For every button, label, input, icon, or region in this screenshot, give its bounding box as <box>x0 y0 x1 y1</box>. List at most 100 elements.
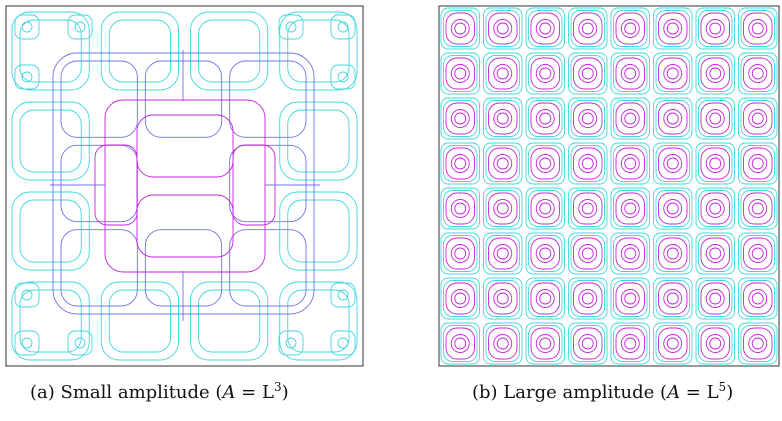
contour-cell <box>440 7 480 50</box>
contour-ring <box>21 21 33 33</box>
contour-ring <box>535 289 555 308</box>
contour-cell <box>610 97 650 140</box>
contour-cell <box>698 55 733 92</box>
contour-ring <box>578 289 598 308</box>
contour-cell <box>440 232 480 275</box>
contour-cell <box>615 327 645 360</box>
contour-cell <box>738 52 778 95</box>
contour-cell <box>613 280 648 317</box>
contour-ring <box>496 22 509 35</box>
contour-cell <box>443 190 478 227</box>
contour-cell <box>700 327 730 360</box>
contour-cell <box>330 64 356 90</box>
contour-ring <box>751 157 764 170</box>
contour-cell <box>52 52 315 315</box>
contour-cell <box>485 235 520 272</box>
contour-cell <box>698 100 733 137</box>
contour-cell <box>573 327 603 360</box>
contour-cell <box>613 55 648 92</box>
contour-cell <box>573 147 603 180</box>
contour-ring <box>751 202 764 215</box>
contour-cell <box>525 187 565 230</box>
contour-cell <box>530 327 560 360</box>
contour-cell <box>743 327 773 360</box>
contour-ring <box>493 19 513 38</box>
contour-cell <box>738 7 778 50</box>
contour-ring <box>663 109 683 128</box>
caption-b: (b) Large amplitude (A = L5) <box>472 380 734 403</box>
contour-cell <box>445 327 475 360</box>
contour-ring <box>709 112 722 125</box>
contour-cell <box>700 57 730 90</box>
contour-cell <box>287 199 350 263</box>
contour-ring <box>709 292 722 305</box>
contour-cell <box>67 330 93 356</box>
contour-ring <box>496 112 509 125</box>
contour-cell <box>440 97 480 140</box>
contour-cell <box>740 145 775 182</box>
contour-cell <box>658 327 688 360</box>
contour-cell <box>287 19 350 83</box>
contour-cell <box>743 102 773 135</box>
contour-cell <box>653 7 693 50</box>
contour-cell <box>570 100 605 137</box>
contour-cell <box>573 282 603 315</box>
contour-ring <box>620 64 640 83</box>
contour-ring <box>535 334 555 353</box>
contour-cell <box>613 10 648 47</box>
contour-ring <box>663 199 683 218</box>
contour-cell <box>525 7 565 50</box>
contour-ring <box>539 337 552 350</box>
contour-cell <box>653 142 693 185</box>
contour-cell <box>530 282 560 315</box>
contour-cell <box>655 190 690 227</box>
contour-ring <box>496 202 509 215</box>
contour-cell <box>655 10 690 47</box>
contour-cell <box>14 14 40 40</box>
contour-cell <box>695 142 735 185</box>
contour-cell <box>658 57 688 90</box>
contour-ring <box>620 154 640 173</box>
contour-cell <box>287 289 350 353</box>
contour-ring <box>581 247 594 260</box>
contour-cell <box>440 52 480 95</box>
contour-cell <box>525 277 565 320</box>
figure-a <box>5 5 365 367</box>
contour-cell <box>698 10 733 47</box>
contour-cell <box>483 277 523 320</box>
contour-cell <box>738 142 778 185</box>
contour-ring <box>493 334 513 353</box>
contour-ring <box>748 199 768 218</box>
contour-cell <box>483 322 523 365</box>
contour-ring <box>666 112 679 125</box>
contour-cell <box>279 101 358 181</box>
contour-cell <box>698 145 733 182</box>
contour-cell <box>573 12 603 45</box>
contour-ring <box>620 289 640 308</box>
contour-cell <box>568 7 608 50</box>
contour-plot-a <box>5 5 364 367</box>
contour-ring <box>493 244 513 263</box>
contour-ring <box>666 247 679 260</box>
contour-cell <box>488 327 518 360</box>
contour-cell <box>443 235 478 272</box>
contour-cell <box>700 147 730 180</box>
contour-ring <box>337 21 349 33</box>
contour-ring <box>578 199 598 218</box>
contour-ring <box>663 64 683 83</box>
contour-ring <box>539 112 552 125</box>
contour-cell <box>528 235 563 272</box>
contour-ring <box>705 19 725 38</box>
contour-cell <box>14 330 40 356</box>
contour-cell <box>653 277 693 320</box>
contour-cell <box>700 282 730 315</box>
contour-cell <box>740 55 775 92</box>
contour-ring <box>496 337 509 350</box>
contour-cell <box>530 12 560 45</box>
contour-ring <box>620 19 640 38</box>
contour-ring <box>535 154 555 173</box>
contour-cell <box>738 322 778 365</box>
contour-cell <box>655 55 690 92</box>
contour-ring <box>493 109 513 128</box>
contour-cell <box>485 100 520 137</box>
